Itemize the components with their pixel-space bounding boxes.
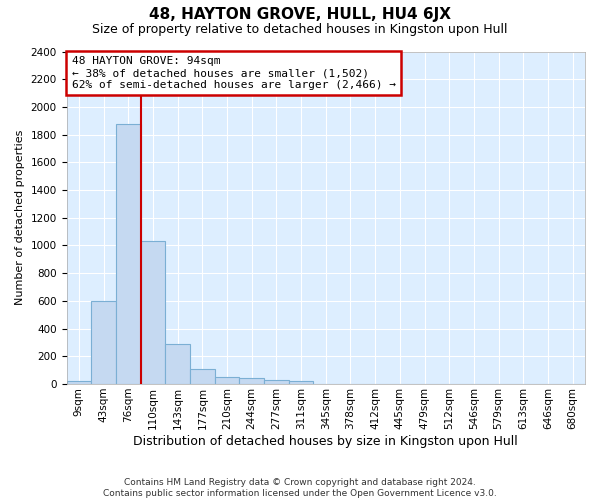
- Text: Contains HM Land Registry data © Crown copyright and database right 2024.
Contai: Contains HM Land Registry data © Crown c…: [103, 478, 497, 498]
- Bar: [289, 382, 313, 384]
- Bar: [190, 369, 215, 384]
- Bar: [116, 124, 140, 384]
- Text: Size of property relative to detached houses in Kingston upon Hull: Size of property relative to detached ho…: [92, 22, 508, 36]
- Y-axis label: Number of detached properties: Number of detached properties: [15, 130, 25, 306]
- Bar: [239, 378, 264, 384]
- Bar: [67, 382, 91, 384]
- Bar: [140, 242, 165, 384]
- Text: 48, HAYTON GROVE, HULL, HU4 6JX: 48, HAYTON GROVE, HULL, HU4 6JX: [149, 8, 451, 22]
- Text: 48 HAYTON GROVE: 94sqm
← 38% of detached houses are smaller (1,502)
62% of semi-: 48 HAYTON GROVE: 94sqm ← 38% of detached…: [72, 56, 396, 90]
- Bar: [165, 344, 190, 384]
- Bar: [264, 380, 289, 384]
- Bar: [215, 377, 239, 384]
- Bar: [91, 301, 116, 384]
- X-axis label: Distribution of detached houses by size in Kingston upon Hull: Distribution of detached houses by size …: [133, 434, 518, 448]
